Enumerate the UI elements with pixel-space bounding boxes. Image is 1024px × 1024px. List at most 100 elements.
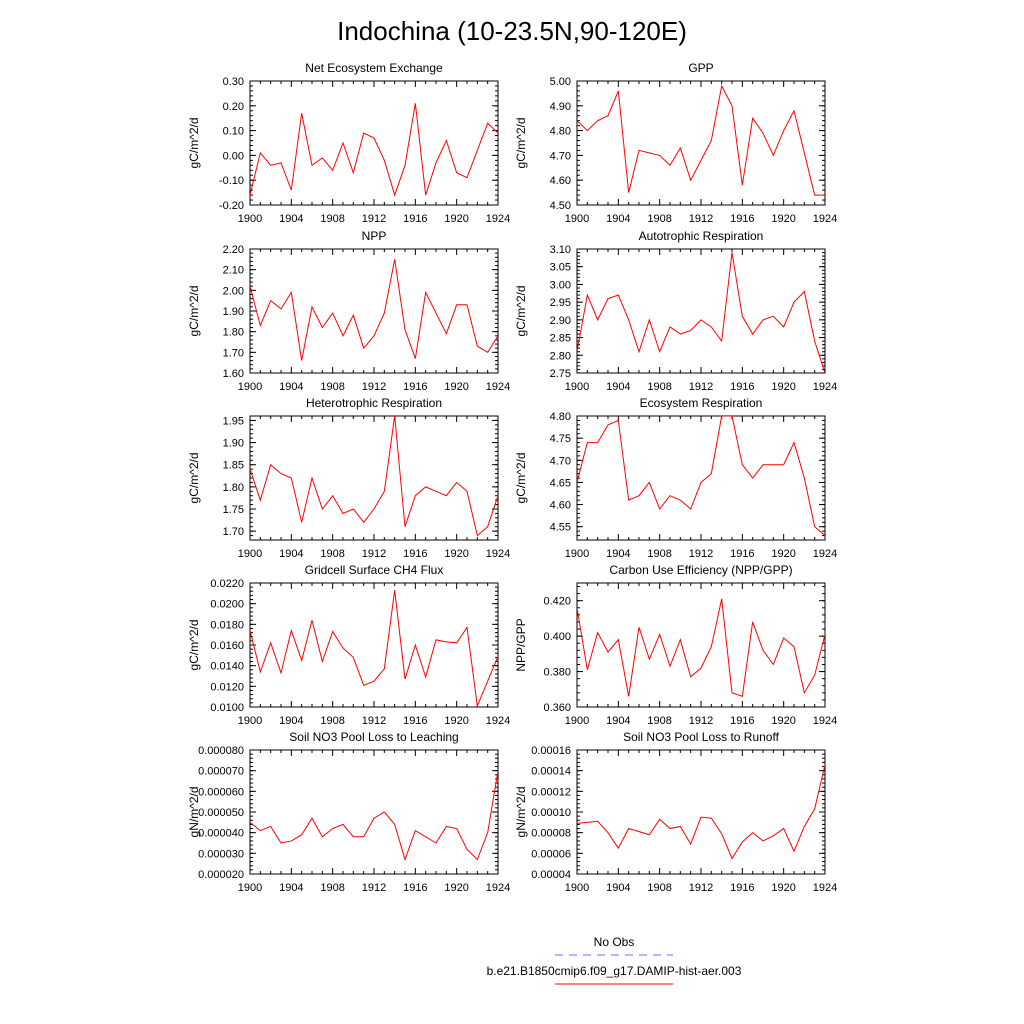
y-tick-label: 0.400 — [543, 631, 571, 643]
y-tick-label: 0.0140 — [210, 661, 244, 673]
y-tick-label: 0.360 — [543, 702, 571, 714]
y-tick-label: 2.20 — [223, 244, 244, 256]
y-axis-label: NPP/GPP — [514, 618, 528, 671]
x-tick-label: 1916 — [730, 882, 754, 894]
panel-1: GPP gC/m^2/d 1900 1904 1908 1912 1916 1920 1924 4… — [514, 61, 837, 225]
x-tick-label: 1912 — [362, 548, 386, 560]
x-tick-label: 1908 — [647, 882, 671, 894]
panel-3: Autotrophic Respiration gC/m^2/d 1900 1904 1… — [514, 229, 837, 393]
y-tick-label: 2.85 — [550, 333, 571, 345]
x-tick-label: 1900 — [565, 882, 589, 894]
series-line — [250, 770, 498, 862]
series-line — [577, 252, 825, 373]
y-tick-label: 4.50 — [550, 200, 571, 212]
y-tick-label: 4.80 — [550, 126, 571, 138]
y-tick-label: 4.65 — [550, 477, 571, 489]
y-tick-label: 4.70 — [550, 455, 571, 467]
x-tick-label: 1916 — [403, 548, 427, 560]
y-tick-label: 0.000030 — [198, 848, 244, 860]
y-axis-label: gC/m^2/d — [187, 118, 201, 169]
panel-title: Autotrophic Respiration — [639, 229, 764, 243]
x-tick-label: 1900 — [565, 715, 589, 727]
x-tick-label: 1908 — [647, 548, 671, 560]
y-tick-label: 2.80 — [550, 350, 571, 362]
y-tick-label: 5.00 — [550, 76, 571, 88]
x-tick-label: 1904 — [606, 548, 630, 560]
x-tick-label: 1900 — [238, 882, 262, 894]
x-tick-label: 1924 — [486, 548, 510, 560]
x-tick-label: 1908 — [320, 715, 344, 727]
x-tick-label: 1920 — [771, 548, 795, 560]
y-tick-label: 0.00004 — [531, 869, 571, 881]
x-tick-label: 1924 — [486, 715, 510, 727]
x-tick-label: 1924 — [813, 381, 837, 393]
x-tick-label: 1924 — [813, 213, 837, 225]
x-tick-label: 1908 — [647, 381, 671, 393]
y-tick-label: 1.90 — [223, 306, 244, 318]
panel-9: Soil NO3 Pool Loss to Runoff gN/m^2/d 1900… — [514, 730, 837, 894]
y-tick-label: 4.80 — [550, 411, 571, 423]
plot-frame — [576, 749, 826, 875]
panel-7: Carbon Use Efficiency (NPP/GPP) NPP/GPP 19… — [514, 563, 837, 727]
y-tick-label: 2.75 — [550, 368, 571, 380]
y-tick-label: 2.90 — [550, 315, 571, 327]
x-tick-label: 1916 — [730, 213, 754, 225]
y-tick-label: 0.420 — [543, 596, 571, 608]
x-tick-label: 1916 — [403, 213, 427, 225]
x-tick-label: 1908 — [320, 882, 344, 894]
x-tick-label: 1904 — [606, 882, 630, 894]
x-tick-label: 1916 — [403, 882, 427, 894]
y-tick-label: 0.000020 — [198, 869, 244, 881]
x-tick-label: 1924 — [486, 213, 510, 225]
y-tick-label: 4.60 — [550, 175, 571, 187]
x-tick-label: 1920 — [444, 715, 468, 727]
x-tick-label: 1912 — [362, 882, 386, 894]
x-tick-label: 1904 — [279, 213, 303, 225]
y-tick-label: 3.10 — [550, 244, 571, 256]
x-tick-label: 1920 — [771, 381, 795, 393]
series-line — [250, 416, 498, 537]
y-axis-label: gN/m^2/d — [187, 787, 201, 838]
panel-title: NPP — [362, 229, 387, 243]
panel-4: Heterotrophic Respiration gC/m^2/d 1900 190… — [187, 396, 510, 560]
series-line — [250, 259, 498, 361]
y-tick-label: 1.75 — [223, 504, 244, 516]
y-tick-label: 0.00012 — [531, 786, 571, 798]
x-tick-label: 1924 — [813, 715, 837, 727]
x-tick-label: 1912 — [689, 715, 713, 727]
x-tick-label: 1924 — [813, 882, 837, 894]
x-tick-label: 1924 — [813, 548, 837, 560]
y-tick-label: 1.70 — [223, 526, 244, 538]
y-tick-label: 2.95 — [550, 297, 571, 309]
panel-title: Net Ecosystem Exchange — [305, 61, 443, 75]
y-tick-label: 4.60 — [550, 500, 571, 512]
panel-0: Net Ecosystem Exchange gC/m^2/d 1900 1904 19… — [187, 61, 510, 225]
y-tick-label: 0.00008 — [531, 828, 571, 840]
y-tick-label: 1.70 — [223, 347, 244, 359]
y-tick-label: 1.85 — [223, 460, 244, 472]
x-tick-label: 1920 — [444, 381, 468, 393]
y-tick-label: 1.80 — [223, 327, 244, 339]
y-tick-label: 0.0120 — [210, 681, 244, 693]
y-tick-label: 4.55 — [550, 522, 571, 534]
plot-frame — [249, 582, 499, 708]
x-tick-label: 1900 — [238, 213, 262, 225]
x-tick-label: 1916 — [730, 381, 754, 393]
x-tick-label: 1904 — [606, 715, 630, 727]
x-tick-label: 1908 — [320, 548, 344, 560]
panel-title: Carbon Use Efficiency (NPP/GPP) — [609, 563, 792, 577]
x-tick-label: 1908 — [647, 213, 671, 225]
x-tick-label: 1900 — [238, 715, 262, 727]
legend-obs-label: No Obs — [594, 935, 635, 949]
plot-frame — [249, 80, 499, 206]
x-tick-label: 1920 — [444, 882, 468, 894]
y-tick-label: 0.0220 — [210, 578, 244, 590]
x-tick-label: 1908 — [647, 715, 671, 727]
panel-5: Ecosystem Respiration gC/m^2/d 1900 1904 190… — [514, 396, 837, 560]
x-tick-label: 1912 — [362, 213, 386, 225]
y-axis-label: gC/m^2/d — [187, 620, 201, 671]
plot-frame — [249, 749, 499, 875]
x-tick-label: 1908 — [320, 213, 344, 225]
y-tick-label: 0.000040 — [198, 828, 244, 840]
